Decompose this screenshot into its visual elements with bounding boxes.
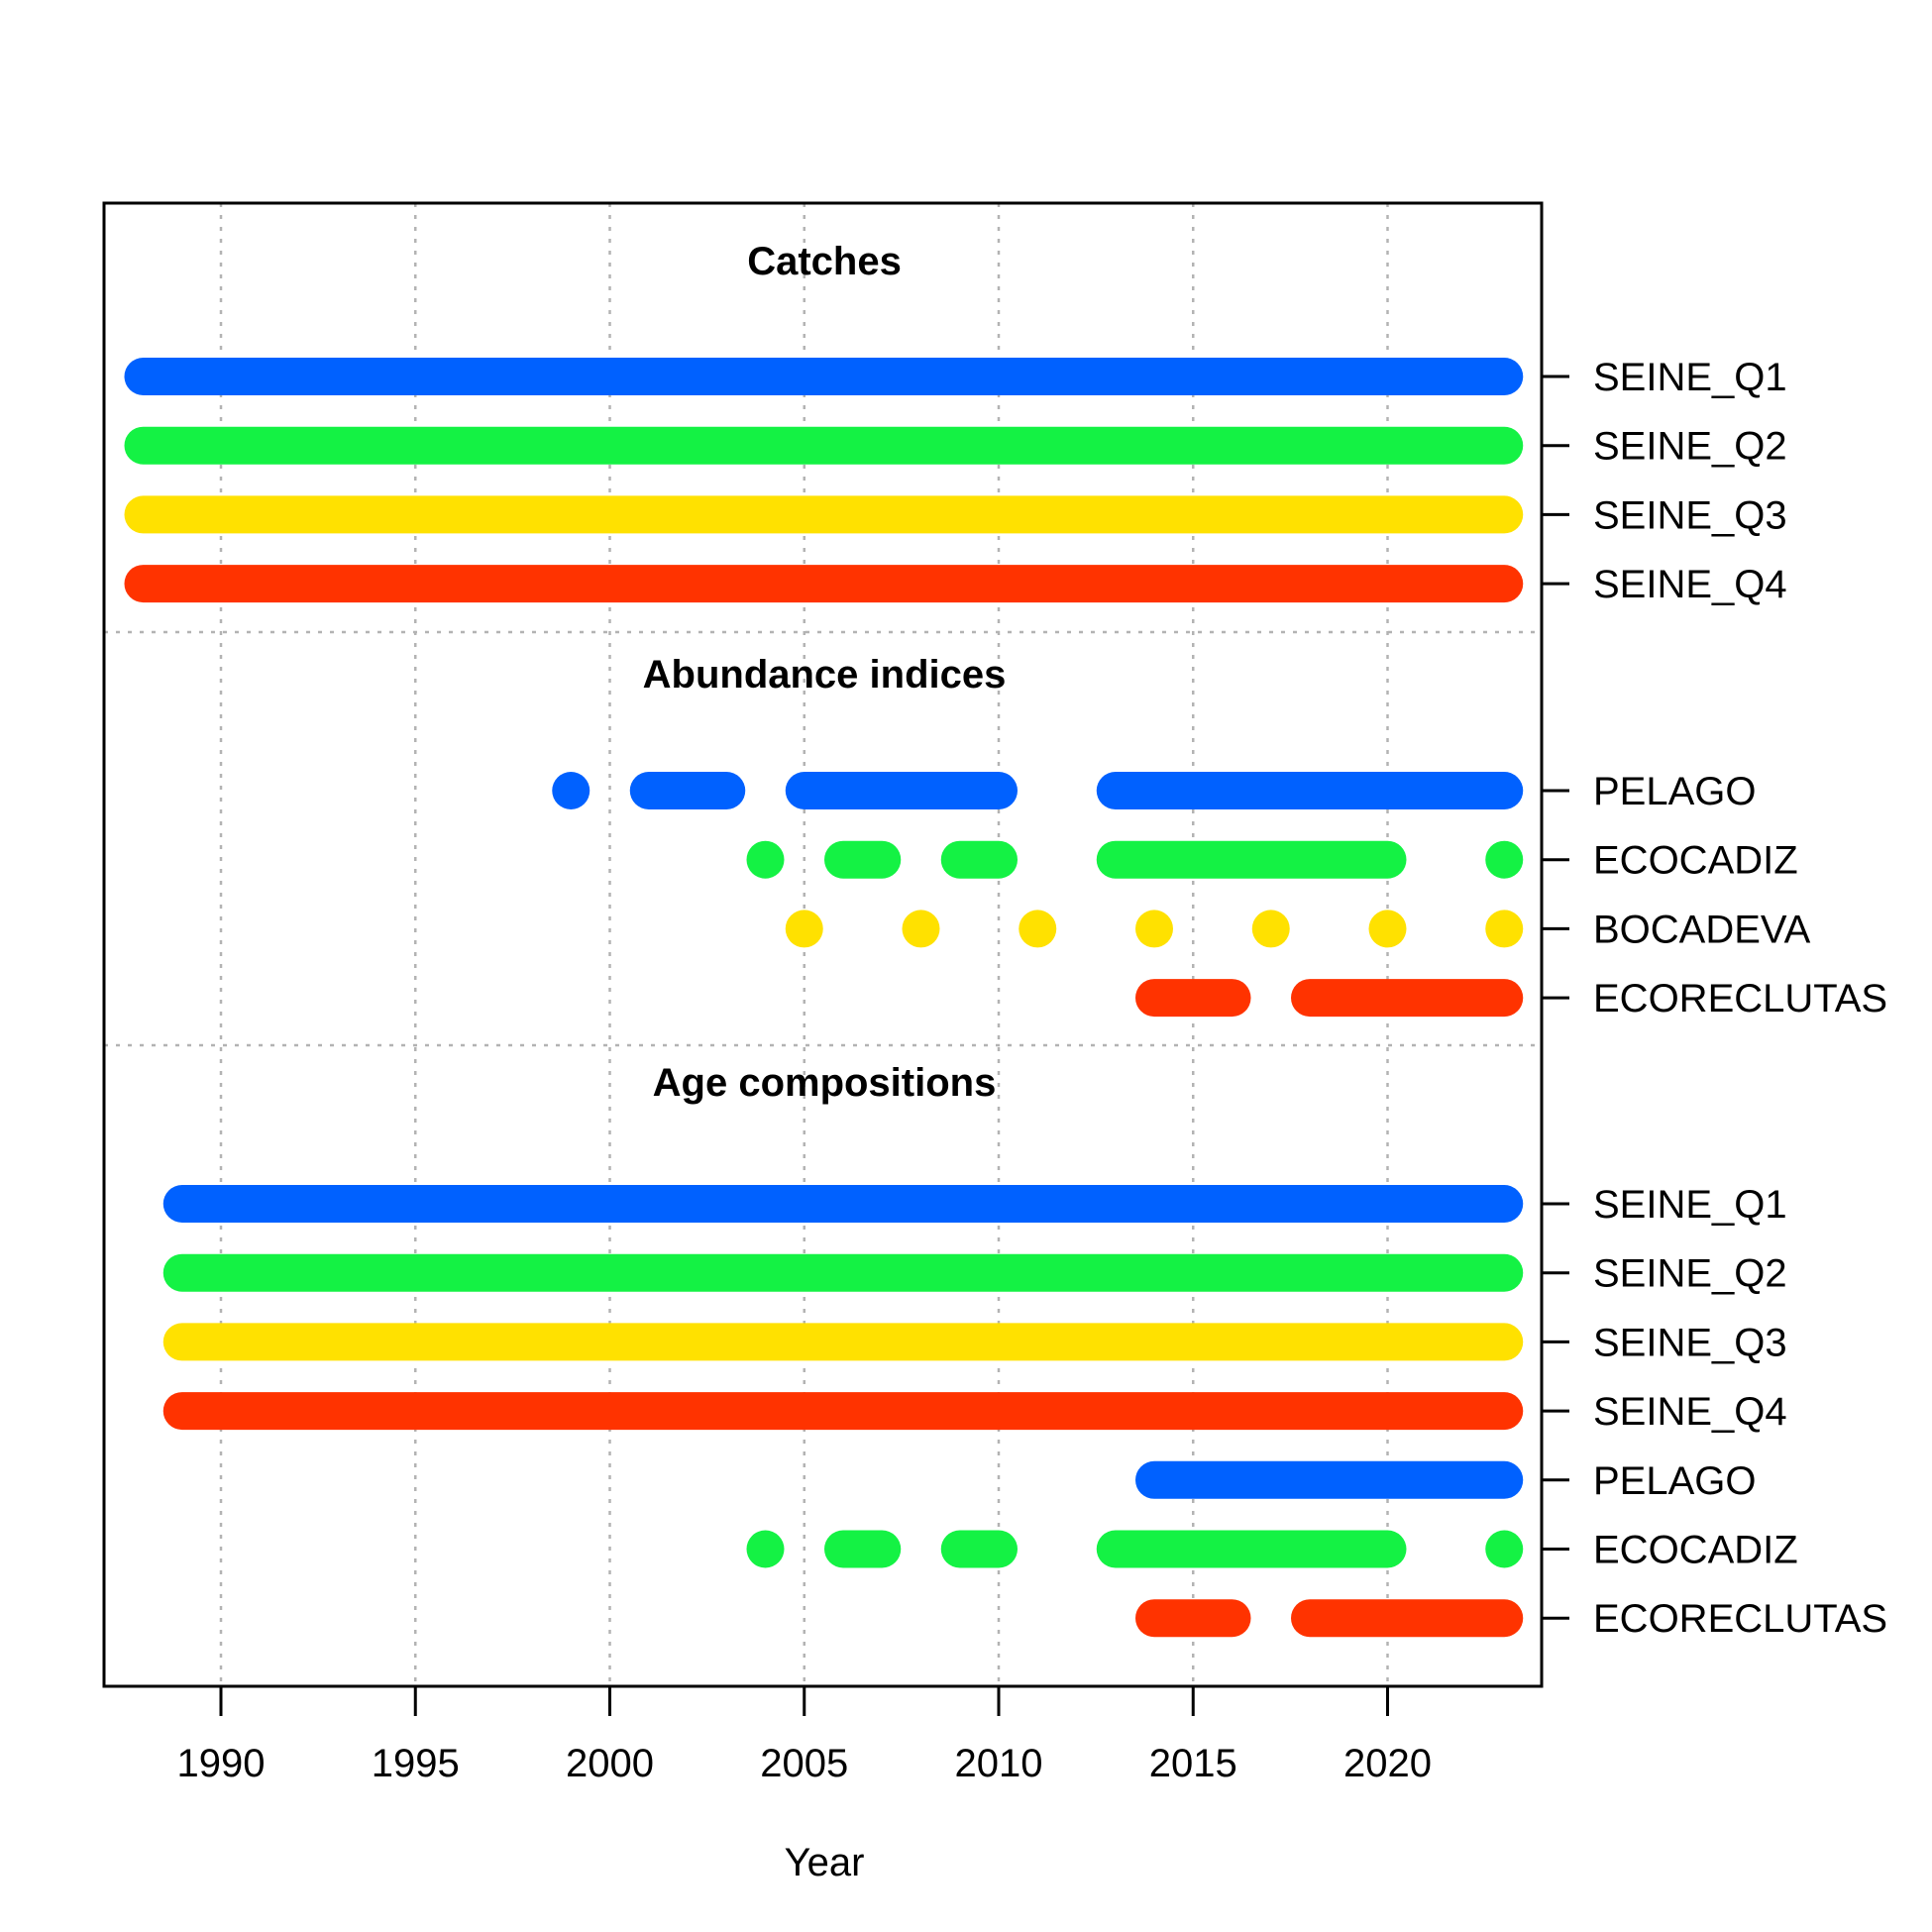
data-point — [552, 772, 590, 809]
x-tick-label: 1995 — [372, 1742, 460, 1785]
data-point — [1485, 840, 1524, 879]
series-label: ECOCADIZ — [1593, 1529, 1798, 1572]
x-tick-label: 1990 — [177, 1742, 266, 1785]
data-point — [785, 910, 823, 948]
series-label: PELAGO — [1593, 770, 1757, 813]
x-tick-label: 2000 — [566, 1742, 654, 1785]
data-point — [1135, 910, 1173, 948]
series-label: PELAGO — [1593, 1459, 1757, 1503]
series-label: SEINE_Q4 — [1593, 563, 1787, 606]
section-titles: Catches Abundance indices Age compositions — [643, 240, 1007, 1105]
series-label: SEINE_Q2 — [1593, 425, 1787, 469]
section-title: Catches — [747, 240, 902, 283]
series-label: SEINE_Q1 — [1593, 1183, 1787, 1227]
x-tick-label: 2010 — [955, 1742, 1043, 1785]
x-tick-label: 2020 — [1343, 1742, 1432, 1785]
series-label: SEINE_Q1 — [1593, 356, 1787, 399]
series-label: SEINE_Q2 — [1593, 1252, 1787, 1296]
x-axis-title: Year — [785, 1841, 865, 1884]
section-title: Abundance indices — [643, 653, 1007, 697]
section-title: Age compositions — [653, 1061, 997, 1105]
x-tick-label: 2005 — [760, 1742, 848, 1785]
section-dividers — [104, 630, 1542, 1047]
data-point — [1019, 910, 1057, 948]
series-label: SEINE_Q4 — [1593, 1390, 1787, 1434]
series-label: ECORECLUTAS — [1593, 1597, 1887, 1641]
data-point — [746, 1530, 785, 1568]
data-bars — [124, 358, 1524, 1638]
series-label: ECORECLUTAS — [1593, 977, 1887, 1020]
x-tick-label: 2015 — [1149, 1742, 1237, 1785]
data-point — [1485, 1530, 1524, 1568]
data-point — [1368, 910, 1407, 948]
series-label: BOCADEVA — [1593, 908, 1811, 951]
axes: 1990 1995 2000 2005 2010 2015 2020 SEINE_Q1 SEIN… — [177, 356, 1888, 1785]
data-point — [746, 840, 785, 879]
series-label: ECOCADIZ — [1593, 839, 1798, 883]
data-point — [902, 910, 940, 948]
series-label: SEINE_Q3 — [1593, 1321, 1787, 1364]
series-label: SEINE_Q3 — [1593, 493, 1787, 537]
data-point — [1251, 910, 1290, 948]
data-point — [1485, 910, 1524, 948]
plot-frame — [102, 201, 1544, 1688]
